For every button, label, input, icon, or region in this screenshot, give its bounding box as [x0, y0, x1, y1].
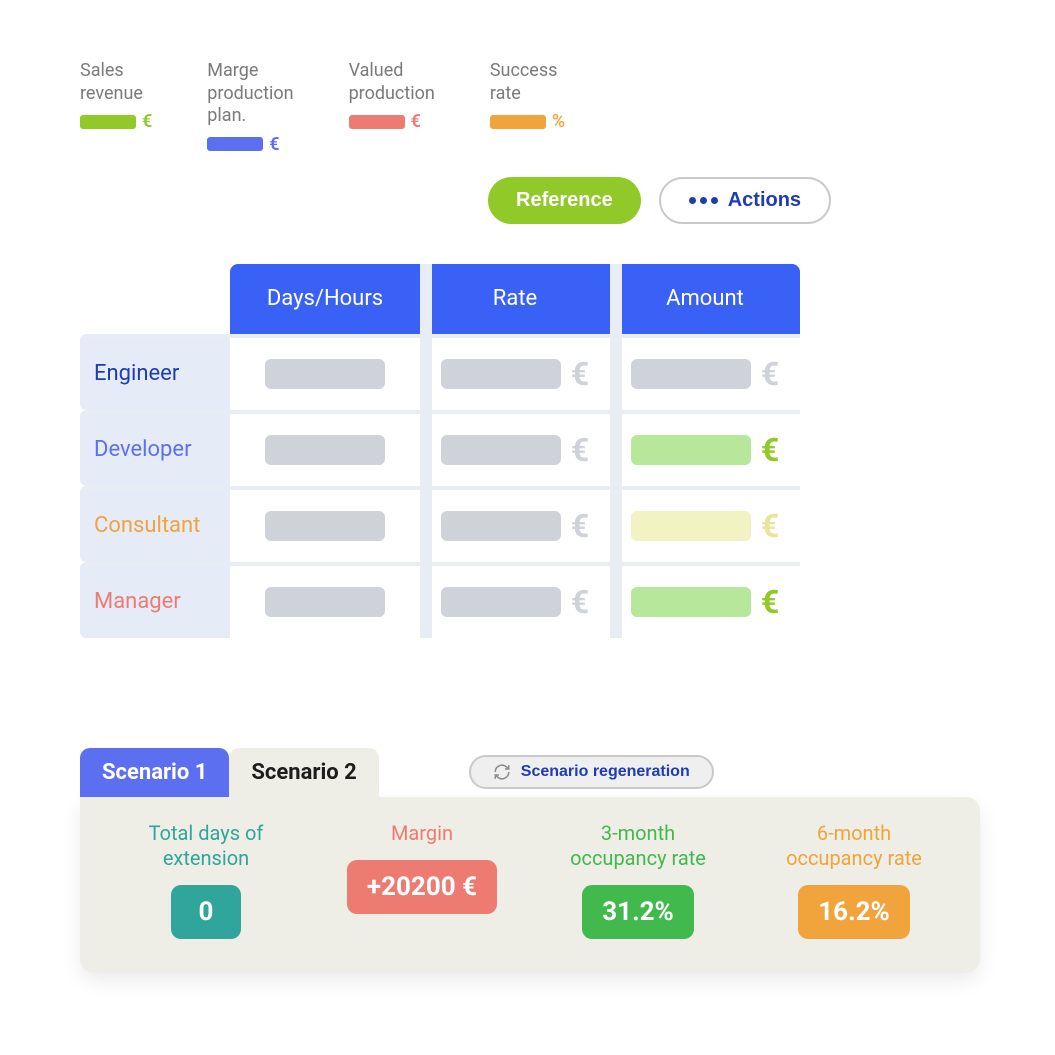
amount-input[interactable]: € [610, 334, 800, 410]
legend-unit: € [142, 111, 152, 132]
refresh-icon [493, 763, 511, 781]
reference-label: Reference [516, 189, 613, 212]
role-rate-table: Days/Hours Rate Amount Engineer€€Develop… [80, 264, 900, 638]
kpi-card: Margin +20200 € [324, 821, 520, 939]
regen-label: Scenario regeneration [521, 763, 690, 781]
kpi-card: Total days of extension 0 [108, 821, 304, 939]
euro-icon: € [571, 355, 589, 393]
table-row: Developer € € [80, 410, 900, 486]
legend-label: Sales revenue [80, 60, 152, 105]
kpi-card: 6-month occupancy rate 16.2% [756, 821, 952, 939]
kpi-label: 3-month occupancy rate [570, 821, 706, 871]
role-cell: Manager [80, 562, 230, 638]
table-row: Consultant € € [80, 486, 900, 562]
amount-input[interactable]: € [610, 562, 800, 638]
legend-item: Valued production € [349, 60, 435, 155]
kpi-value: 16.2% [798, 885, 910, 939]
legend-unit: % [552, 111, 565, 132]
kpi-label: 6-month occupancy rate [786, 821, 922, 871]
col-amount: Amount [610, 264, 800, 334]
days-hours-input[interactable] [230, 486, 420, 562]
legend-unit: € [269, 134, 279, 155]
legend-unit: € [411, 111, 421, 132]
kpi-label: Margin [391, 821, 453, 846]
rate-input[interactable]: € [420, 334, 610, 410]
actions-label: Actions [728, 189, 801, 212]
legend-label: Valued production [349, 60, 435, 105]
kpi-legend: Sales revenue € Marge production plan. €… [80, 60, 975, 155]
days-hours-input[interactable] [230, 410, 420, 486]
euro-icon: € [571, 431, 589, 469]
reference-button[interactable]: Reference [488, 177, 641, 224]
legend-item: Sales revenue € [80, 60, 152, 155]
legend-swatch [490, 115, 546, 129]
kpi-label: Total days of extension [149, 821, 264, 871]
amount-input[interactable]: € [610, 410, 800, 486]
tab-scenario-2[interactable]: Scenario 2 [229, 748, 378, 797]
rate-input[interactable]: € [420, 486, 610, 562]
kpi-value: 0 [171, 885, 241, 939]
legend-swatch [349, 115, 405, 129]
euro-icon: € [761, 583, 779, 621]
scenario-regeneration-button[interactable]: Scenario regeneration [469, 755, 714, 789]
euro-icon: € [761, 355, 779, 393]
role-cell: Engineer [80, 334, 230, 410]
rate-input[interactable]: € [420, 562, 610, 638]
amount-input[interactable]: € [610, 486, 800, 562]
euro-icon: € [761, 431, 779, 469]
legend-swatch [207, 137, 263, 151]
euro-icon: € [761, 507, 779, 545]
kpi-card: 3-month occupancy rate 31.2% [540, 821, 736, 939]
kpi-value: +20200 € [347, 860, 497, 914]
scenario-panel: Scenario 1 Scenario 2 Scenario regenerat… [80, 748, 975, 973]
col-rate: Rate [420, 264, 610, 334]
tab-scenario-1[interactable]: Scenario 1 [80, 748, 229, 797]
table-row: Engineer € € [80, 334, 900, 410]
euro-icon: € [571, 507, 589, 545]
legend-item: Success rate % [490, 60, 565, 155]
table-row: Manager € € [80, 562, 900, 638]
days-hours-input[interactable] [230, 334, 420, 410]
more-icon [689, 197, 718, 204]
role-cell: Developer [80, 410, 230, 486]
legend-label: Success rate [490, 60, 565, 105]
role-cell: Consultant [80, 486, 230, 562]
days-hours-input[interactable] [230, 562, 420, 638]
actions-button[interactable]: Actions [659, 177, 831, 224]
legend-item: Marge production plan. € [207, 60, 293, 155]
euro-icon: € [571, 583, 589, 621]
legend-swatch [80, 115, 136, 129]
legend-label: Marge production plan. [207, 60, 293, 128]
kpi-value: 31.2% [582, 885, 694, 939]
col-days-hours: Days/Hours [230, 264, 420, 334]
rate-input[interactable]: € [420, 410, 610, 486]
